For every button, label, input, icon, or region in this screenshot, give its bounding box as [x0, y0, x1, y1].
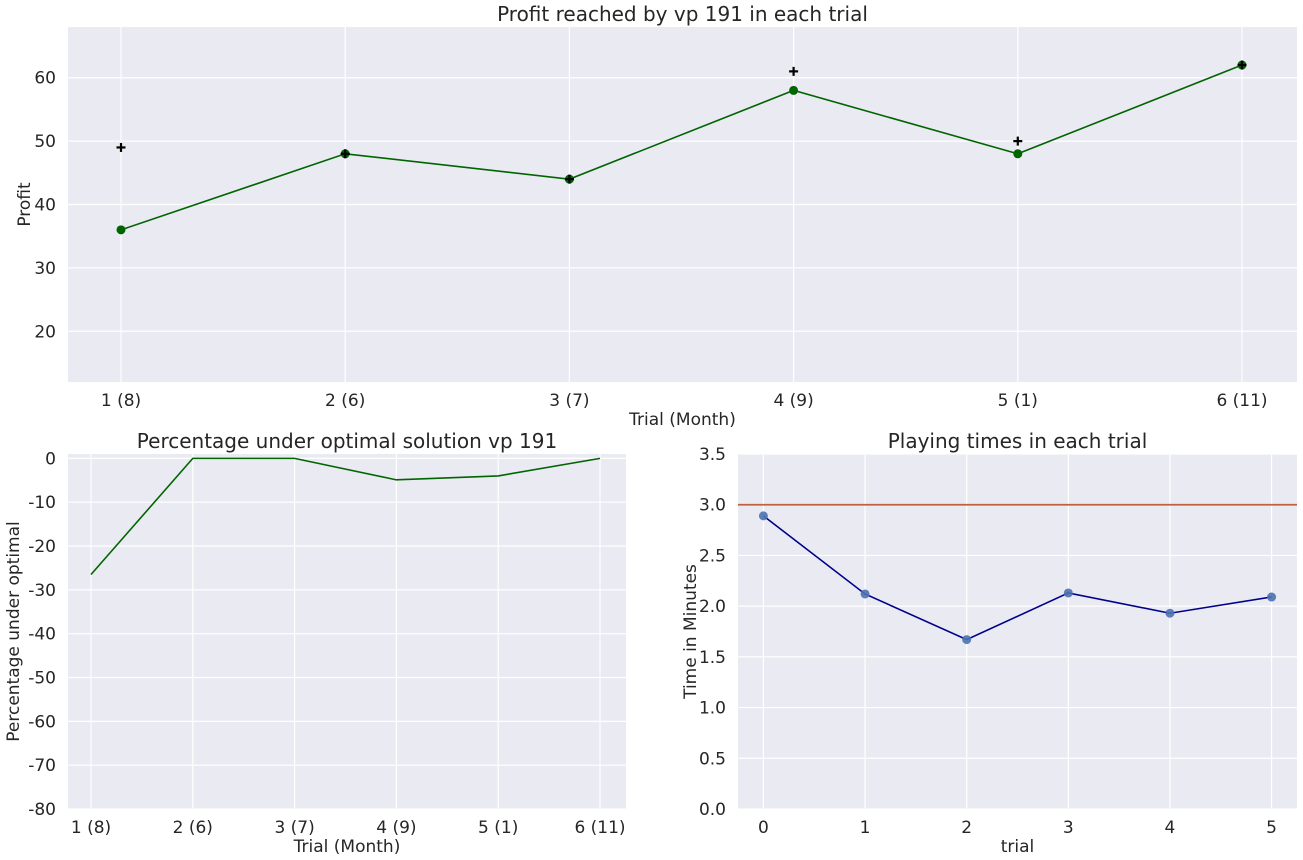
- playing-time-x-tick-label: 2: [961, 818, 972, 838]
- profit-x-tick-label: 3 (7): [549, 391, 589, 411]
- percentage-x-axis-label: Trial (Month): [293, 837, 401, 857]
- percentage-y-tick-label: -70: [28, 756, 56, 776]
- percentage-ticks: 1 (8) 2 (6) 3 (7) 4 (9) 5 (1) 6 (11) 0 -10 -20 -3…: [28, 449, 625, 838]
- profit-y-tick-label: 30: [34, 259, 56, 279]
- playing-time-data-point: [1165, 608, 1175, 618]
- playing-time-x-tick-label: 4: [1165, 818, 1176, 838]
- playing-time-x-axis-label: trial: [1001, 837, 1035, 857]
- profit-chart: 1 (8) 2 (6) 3 (7) 4 (9) 5 (1) 6 (11) 20 30 40 50 6…: [15, 2, 1297, 430]
- playing-time-data-point: [758, 511, 768, 521]
- percentage-x-tick-label: 1 (8): [71, 818, 111, 838]
- playing-time-y-tick-label: 1.0: [699, 699, 726, 719]
- playing-time-x-tick-label: 3: [1063, 818, 1074, 838]
- profit-optimal-marker: [116, 142, 126, 152]
- profit-y-axis-label: Profit: [15, 182, 35, 227]
- playing-time-y-axis-label: Time in Minutes: [681, 564, 701, 700]
- playing-time-y-tick-label: 2.0: [699, 597, 726, 617]
- profit-marks: [116, 60, 1247, 235]
- profit-data-point: [789, 85, 799, 95]
- percentage-y-tick-label: 0: [45, 449, 56, 469]
- percentage-chart-title: Percentage under optimal solution vp 191: [137, 429, 557, 453]
- profit-x-tick-label: 1 (8): [101, 391, 141, 411]
- percentage-y-axis-label: Percentage under optimal: [4, 521, 24, 742]
- playing-time-x-tick-label: 0: [758, 818, 769, 838]
- profit-optimal-marker: [1013, 136, 1023, 146]
- profit-ticks: 1 (8) 2 (6) 3 (7) 4 (9) 5 (1) 6 (11) 20 30 40 50 6…: [34, 69, 1267, 411]
- percentage-y-tick-label: -50: [28, 669, 56, 689]
- playing-time-grid: [738, 453, 1297, 810]
- profit-optimal-marker: [1237, 60, 1247, 70]
- percentage-x-tick-label: 3 (7): [274, 818, 314, 838]
- percentage-y-tick-label: -10: [28, 493, 56, 513]
- percentage-y-tick-label: -60: [28, 712, 56, 732]
- profit-data-point: [1013, 149, 1023, 159]
- percentage-grid: [68, 454, 626, 810]
- profit-grid: [68, 27, 1297, 382]
- percentage-x-tick-label: 5 (1): [478, 818, 518, 838]
- profit-chart-title: Profit reached by vp 191 in each trial: [497, 2, 868, 26]
- playing-time-y-tick-label: 1.5: [699, 648, 726, 668]
- playing-time-marks: [738, 503, 1297, 645]
- playing-time-plot-area: [738, 454, 1297, 809]
- percentage-series-line: [90, 457, 601, 576]
- playing-time-chart: 0 1 2 3 4 5 0.0 0.5 1.0 1.5 2.0 2.5 3.0 3.5 Playing t…: [681, 429, 1297, 857]
- percentage-x-tick-label: 2 (6): [173, 818, 213, 838]
- profit-y-tick-label: 40: [34, 196, 56, 216]
- playing-time-ticks: 0 1 2 3 4 5 0.0 0.5 1.0 1.5 2.0 2.5 3.0 3.5: [699, 445, 1277, 838]
- playing-time-data-point: [860, 589, 870, 599]
- profit-y-tick-label: 50: [34, 132, 56, 152]
- profit-series-line: [120, 64, 1243, 231]
- playing-time-chart-title: Playing times in each trial: [888, 429, 1148, 453]
- profit-x-tick-label: 4 (9): [773, 391, 813, 411]
- profit-x-tick-label: 5 (1): [998, 391, 1038, 411]
- playing-time-y-tick-label: 0.5: [699, 749, 726, 769]
- profit-optimal-marker: [564, 174, 574, 184]
- percentage-x-tick-label: 4 (9): [376, 818, 416, 838]
- percentage-y-tick-label: -20: [28, 537, 56, 557]
- playing-time-y-tick-label: 0.0: [699, 800, 726, 820]
- percentage-marks: [90, 457, 601, 576]
- playing-time-data-point: [1267, 592, 1277, 602]
- playing-time-data-point: [962, 635, 972, 645]
- playing-time-data-point: [1063, 588, 1073, 598]
- playing-time-x-tick-label: 1: [860, 818, 871, 838]
- percentage-chart: 1 (8) 2 (6) 3 (7) 4 (9) 5 (1) 6 (11) 0 -10 -20 -3…: [4, 429, 626, 857]
- playing-time-y-tick-label: 3.0: [699, 496, 726, 516]
- profit-optimal-marker: [340, 149, 350, 159]
- percentage-y-tick-label: -30: [28, 581, 56, 601]
- playing-time-x-tick-label: 5: [1266, 818, 1277, 838]
- profit-x-axis-label: Trial (Month): [628, 410, 736, 430]
- playing-time-y-tick-label: 2.5: [699, 546, 726, 566]
- percentage-plot-area: [68, 454, 626, 809]
- playing-time-series-line: [762, 515, 1272, 641]
- percentage-y-tick-label: -80: [28, 800, 56, 820]
- profit-x-tick-label: 2 (6): [325, 391, 365, 411]
- profit-y-tick-label: 60: [34, 69, 56, 89]
- profit-data-point: [116, 225, 126, 235]
- percentage-x-tick-label: 6 (11): [574, 818, 625, 838]
- profit-y-tick-label: 20: [34, 322, 56, 342]
- playing-time-y-tick-label: 3.5: [699, 445, 726, 465]
- profit-x-tick-label: 6 (11): [1216, 391, 1267, 411]
- percentage-y-tick-label: -40: [28, 625, 56, 645]
- profit-optimal-marker: [789, 66, 799, 76]
